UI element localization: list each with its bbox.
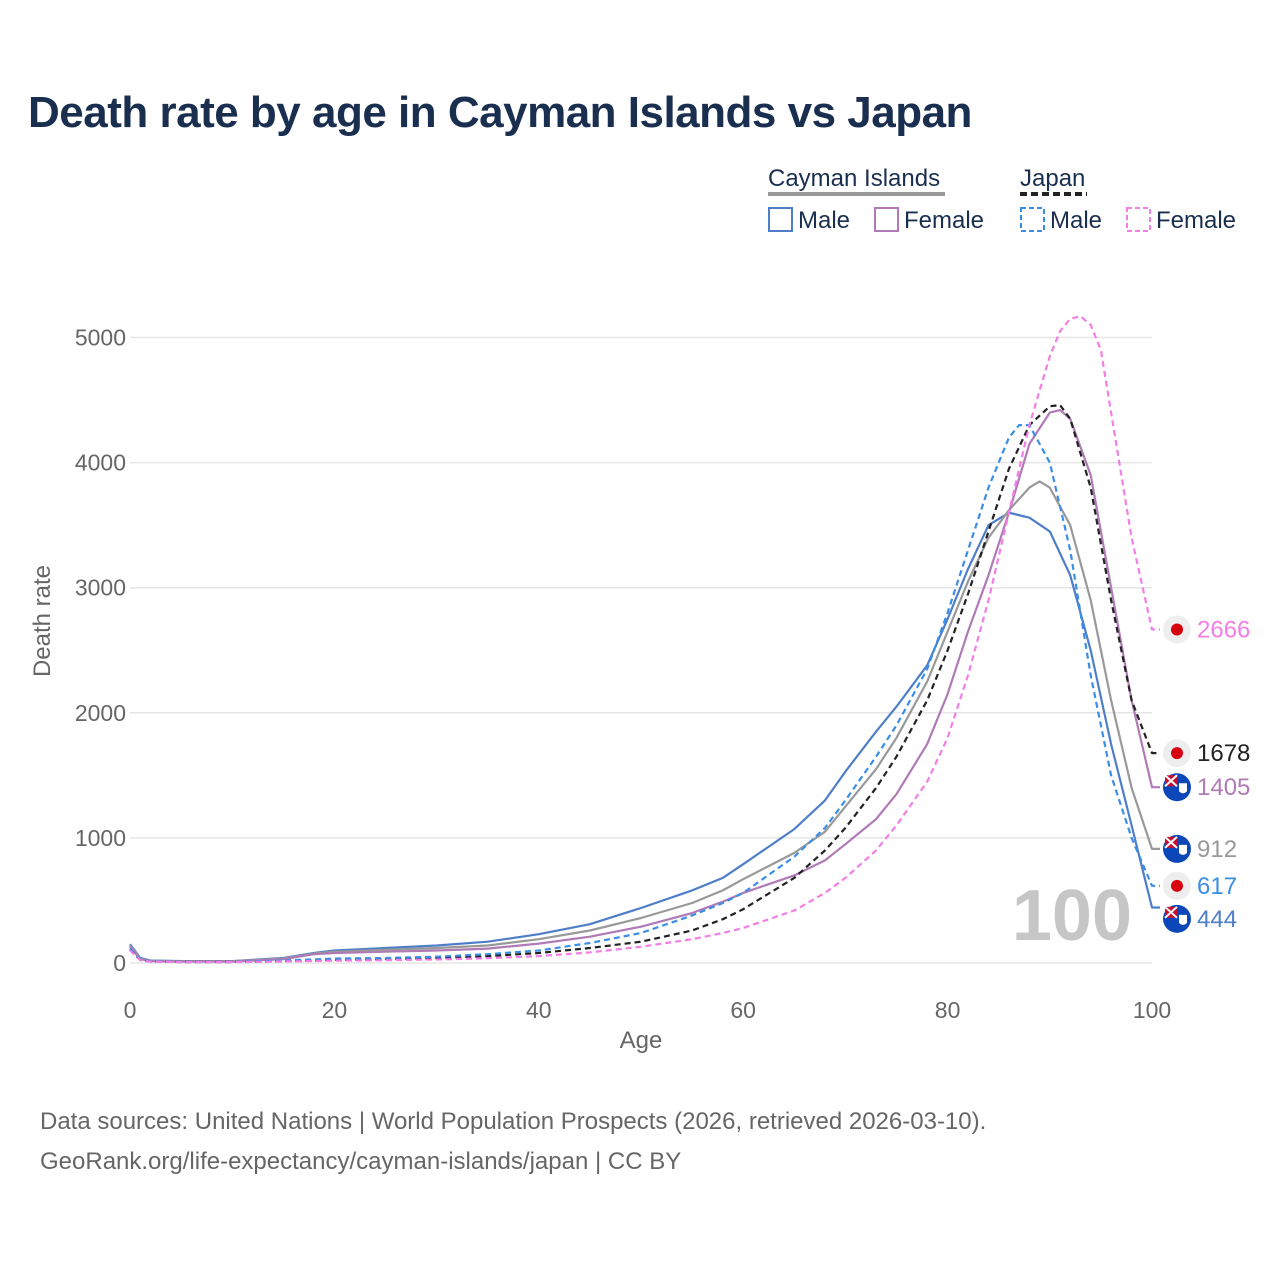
x-axis-ticks: 0 20 40 60 80 100 xyxy=(124,997,1172,1023)
y-axis-label: Death rate xyxy=(29,565,56,677)
gridlines xyxy=(130,336,1152,964)
legend-swatch[interactable] xyxy=(874,207,899,232)
end-value-label: 617 xyxy=(1197,873,1237,900)
series-line xyxy=(129,315,1160,964)
end-label-group: 444 xyxy=(1163,904,1237,933)
legend-group-title: Cayman Islands xyxy=(768,165,940,192)
series-line xyxy=(129,409,1160,963)
series-line xyxy=(129,480,1160,963)
cayman-flag-cross xyxy=(1164,836,1178,849)
y-tick-label: 3000 xyxy=(75,575,126,601)
japan-flag-dot xyxy=(1171,879,1183,892)
end-label-group: 1678 xyxy=(1163,739,1250,768)
series-lines xyxy=(129,315,1160,964)
series-line xyxy=(129,511,1160,963)
japan-flag-dot xyxy=(1171,623,1183,636)
end-value-label: 1678 xyxy=(1197,740,1250,767)
series-line xyxy=(129,404,1160,964)
cayman-flag-shield xyxy=(1179,844,1187,855)
cayman-flag-cross xyxy=(1164,906,1178,919)
end-label-group: 912 xyxy=(1163,834,1237,863)
legend: Cayman Islands Male Female Japan Male Female xyxy=(768,165,1236,234)
x-tick-label: 40 xyxy=(526,997,552,1023)
line-chart: 0 1000 2000 3000 4000 5000 0 20 40 60 80 100 Cayma… xyxy=(29,165,1250,1054)
legend-item-label[interactable]: Male xyxy=(1050,207,1102,234)
x-tick-label: 100 xyxy=(1133,997,1171,1023)
end-value-label: 1405 xyxy=(1197,774,1250,801)
x-tick-label: 60 xyxy=(730,997,756,1023)
y-tick-label: 1000 xyxy=(75,825,126,851)
x-tick-label: 0 xyxy=(124,997,137,1023)
japan-flag-dot xyxy=(1171,747,1183,760)
end-value-label: 912 xyxy=(1197,836,1237,863)
cayman-flag-shield xyxy=(1179,783,1187,794)
footer-credit[interactable]: GeoRank.org/life-expectancy/cayman-islan… xyxy=(40,1148,682,1175)
end-value-label: 2666 xyxy=(1197,616,1250,643)
chart-title: Death rate by age in Cayman Islands vs J… xyxy=(28,88,972,137)
legend-item-label[interactable]: Female xyxy=(1156,207,1236,234)
y-tick-label: 4000 xyxy=(75,450,126,476)
cayman-flag-cross xyxy=(1164,774,1178,787)
legend-group-title: Japan xyxy=(1020,165,1085,192)
end-labels: 2666 1678 1405 912 617 444 xyxy=(1163,615,1250,933)
x-axis-label: Age xyxy=(620,1027,663,1054)
footer-source: Data sources: United Nations | World Pop… xyxy=(40,1108,987,1135)
y-tick-label: 2000 xyxy=(75,700,126,726)
cayman-flag-shield xyxy=(1179,914,1187,925)
legend-swatch[interactable] xyxy=(768,207,793,232)
end-label-group: 2666 xyxy=(1163,615,1250,644)
end-label-group: 1405 xyxy=(1163,773,1250,802)
legend-item-label[interactable]: Female xyxy=(904,207,984,234)
end-value-label: 444 xyxy=(1197,906,1237,933)
y-tick-label: 5000 xyxy=(75,325,126,351)
y-axis-ticks: 0 1000 2000 3000 4000 5000 xyxy=(75,325,126,976)
x-tick-label: 80 xyxy=(935,997,961,1023)
series-line xyxy=(129,424,1160,963)
legend-item-label[interactable]: Male xyxy=(798,207,850,234)
x-tick-label: 20 xyxy=(322,997,348,1023)
year-watermark: 100 xyxy=(1012,876,1132,956)
y-tick-label: 0 xyxy=(113,950,126,976)
end-label-group: 617 xyxy=(1163,871,1237,900)
legend-swatch[interactable] xyxy=(1020,207,1045,232)
legend-swatch[interactable] xyxy=(1126,207,1151,232)
